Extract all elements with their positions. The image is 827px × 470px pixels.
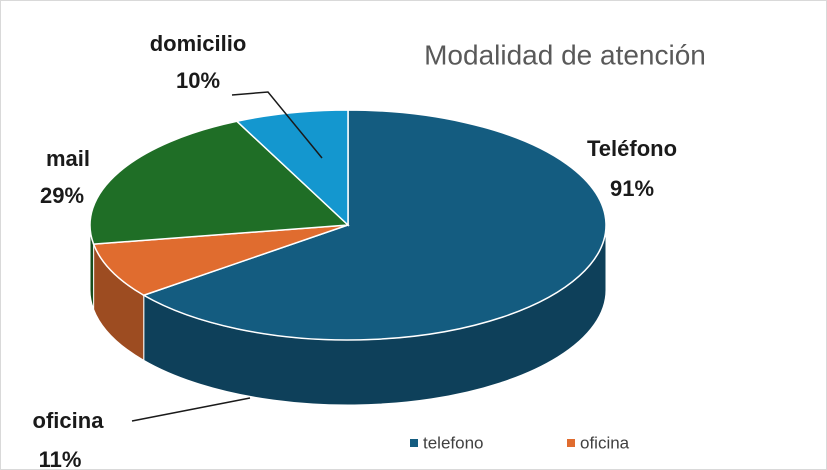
data-label: 11%: [39, 447, 82, 470]
data-label-name: mail: [46, 146, 90, 171]
data-label-name: domicilio: [150, 31, 247, 56]
pie: [89, 109, 607, 406]
legend-label: oficina: [580, 433, 630, 452]
data-label-name: Teléfono: [587, 136, 677, 161]
legend-label: telefono: [423, 433, 484, 452]
data-label: 10%: [176, 68, 220, 93]
slice: [92, 224, 349, 297]
leader-line: [131, 397, 251, 422]
data-label-name: oficina: [33, 408, 105, 433]
chart-title: Modalidad de atención: [424, 39, 706, 70]
data-label: 29%: [40, 183, 84, 208]
legend-swatch: [567, 439, 575, 447]
slice: [141, 109, 607, 341]
slice: [235, 109, 349, 227]
data-label: 91%: [610, 176, 654, 201]
slice: [89, 120, 350, 245]
legend-swatch: [410, 439, 418, 447]
leader-line: [231, 91, 323, 159]
